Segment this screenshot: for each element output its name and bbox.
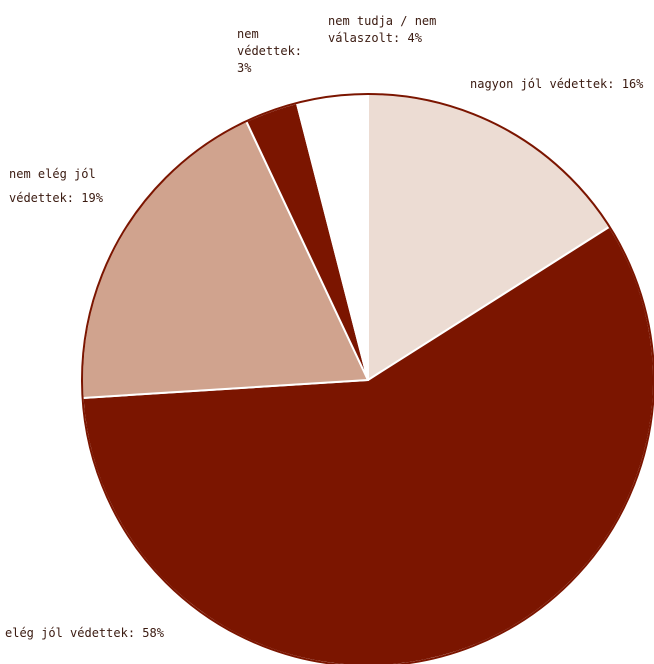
label-line: védettek: 19% [9, 191, 103, 205]
label-line: válaszolt: 4% [328, 31, 422, 45]
pie-outline [81, 93, 654, 664]
label-eleg-jol-vedettek: elég jól védettek: 58% [5, 625, 164, 642]
label-line: 3% [237, 61, 252, 75]
label-nagyon-jol-vedettek: nagyon jól védettek: 16% [470, 76, 643, 93]
label-line: nem [237, 27, 259, 41]
label-nem-eleg-jol-vedettek: nem elég jól védettek: 19% [9, 162, 103, 210]
label-line: nem tudja / nem [328, 14, 437, 28]
label-nem-vedettek: nem védettek: 3% [237, 26, 302, 77]
label-line: nagyon jól védettek: 16% [470, 77, 644, 91]
label-line: nem elég jól [9, 167, 96, 181]
label-nem-tudja-nem-valaszolt: nem tudja / nem válaszolt: 4% [328, 13, 436, 47]
label-line: elég jól védettek: 58% [5, 626, 164, 640]
label-line: védettek: [237, 44, 303, 58]
